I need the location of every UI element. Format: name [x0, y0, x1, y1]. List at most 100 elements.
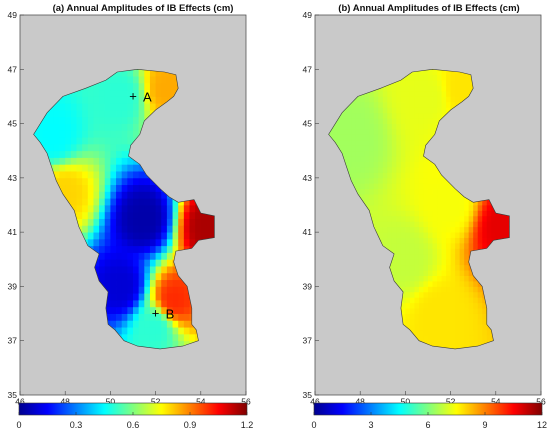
- field-cell: [99, 116, 106, 124]
- field-cell: [409, 226, 415, 233]
- field-cell: [155, 259, 162, 267]
- field-cell: [110, 279, 117, 287]
- field-cell: [409, 210, 415, 217]
- field-cell: [87, 157, 94, 165]
- field-cell: [441, 329, 447, 336]
- field-cell: [414, 253, 420, 260]
- field-cell: [441, 91, 447, 97]
- field-cell: [473, 281, 479, 287]
- field-cell: [144, 191, 151, 199]
- field-cell: [387, 161, 393, 168]
- field-cell: [346, 145, 352, 152]
- field-cell: [455, 324, 461, 331]
- field-cell: [405, 107, 411, 114]
- field-cell: [110, 306, 117, 314]
- field-cell: [351, 107, 357, 114]
- field-cell: [144, 232, 151, 240]
- field-cell: [418, 259, 424, 266]
- field-cell: [110, 123, 117, 131]
- field-cell: [423, 205, 429, 211]
- field-cell: [138, 211, 145, 219]
- field-cell: [155, 327, 162, 335]
- field-cell: [93, 164, 100, 172]
- field-cell: [396, 183, 402, 190]
- field-cell: [405, 172, 411, 179]
- field-cell: [104, 259, 111, 267]
- field-cell: [473, 291, 479, 298]
- field-cell: [468, 85, 474, 92]
- field-cell: [437, 194, 442, 200]
- field-cell: [138, 225, 145, 233]
- field-cell: [355, 101, 361, 108]
- field-cell: [172, 238, 179, 247]
- field-cell: [99, 82, 106, 91]
- field-cell: [400, 80, 406, 86]
- field-cell: [138, 272, 145, 281]
- field-cell: [144, 340, 151, 348]
- field-cell: [455, 286, 461, 293]
- field-cell: [428, 291, 433, 298]
- field-cell: [104, 110, 111, 118]
- field-cell: [482, 215, 488, 222]
- field-cell: [93, 143, 100, 152]
- field-cell: [432, 183, 438, 190]
- field-cell: [405, 324, 411, 331]
- field-cell: [138, 96, 145, 104]
- field-cell: [423, 85, 429, 92]
- field-cell: [200, 211, 207, 219]
- field-cell: [149, 306, 156, 314]
- field-cell: [70, 137, 77, 145]
- field-cell: [121, 177, 128, 186]
- field-cell: [183, 225, 190, 233]
- field-cell: [121, 150, 128, 158]
- field-cell: [373, 150, 379, 157]
- field-cell: [138, 340, 145, 348]
- field-cell: [418, 335, 424, 342]
- field-cell: [459, 319, 465, 325]
- field-cell: [144, 211, 151, 219]
- field-cell: [65, 184, 72, 192]
- field-cell: [382, 96, 388, 103]
- field-cell: [104, 225, 111, 233]
- field-cell: [423, 270, 429, 276]
- field-cell: [378, 118, 384, 124]
- lat-tick-label: 37: [8, 336, 18, 346]
- field-cell: [409, 253, 415, 260]
- field-cell: [396, 134, 402, 141]
- field-cell: [378, 232, 384, 238]
- field-cell: [342, 112, 348, 119]
- field-cell: [409, 85, 415, 92]
- field-cell: [155, 103, 162, 111]
- field-cell: [76, 205, 83, 213]
- field-cell: [468, 199, 474, 206]
- field-cell: [149, 340, 156, 348]
- field-cell: [432, 297, 438, 304]
- field-cell: [464, 248, 470, 255]
- field-cell: [432, 188, 438, 195]
- field-cell: [333, 134, 338, 141]
- field-cell: [110, 150, 117, 158]
- field-cell: [110, 198, 117, 206]
- field-cell: [423, 221, 429, 228]
- field-cell: [432, 232, 438, 238]
- field-cell: [400, 101, 406, 108]
- field-cell: [178, 218, 185, 226]
- field-cell: [212, 232, 215, 240]
- field-cell: [418, 156, 424, 162]
- field-cell: [65, 191, 72, 199]
- field-cell: [418, 80, 424, 86]
- field-cell: [396, 243, 402, 249]
- field-cell: [428, 91, 433, 97]
- field-cell: [409, 107, 415, 114]
- field-cell: [482, 237, 488, 244]
- field-cell: [104, 171, 111, 179]
- field-cell: [93, 82, 100, 91]
- field-cell: [59, 116, 66, 124]
- field-cell: [172, 76, 179, 84]
- field-cell: [161, 205, 168, 213]
- field-cell: [428, 319, 433, 325]
- field-cell: [161, 76, 168, 84]
- field-cell: [82, 232, 89, 240]
- field-cell: [127, 157, 134, 165]
- field-cell: [382, 150, 388, 157]
